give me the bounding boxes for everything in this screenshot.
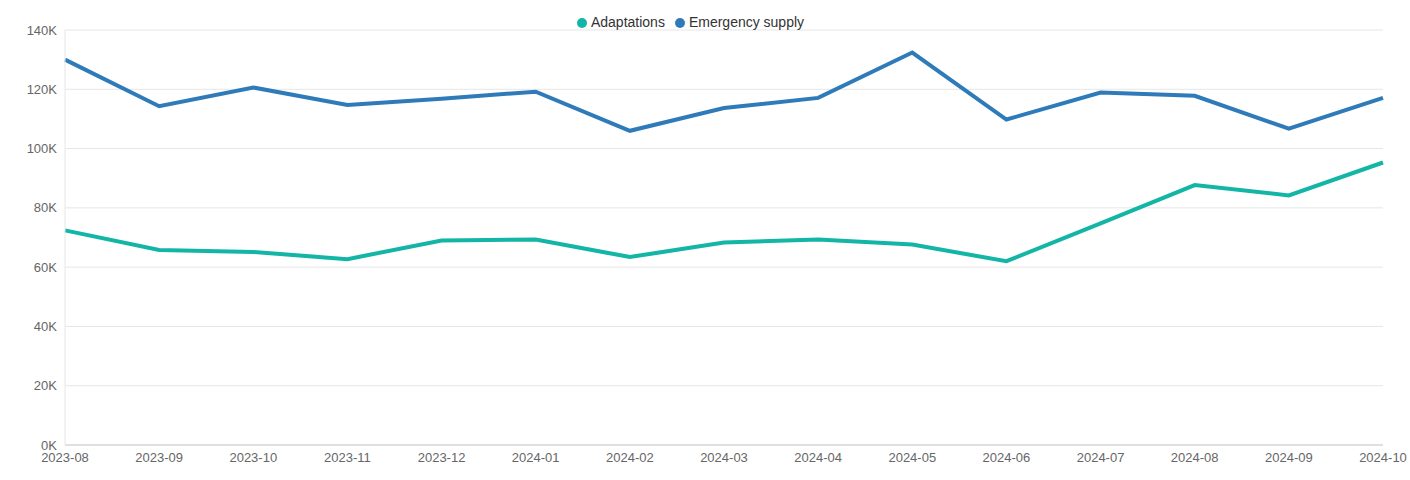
svg-text:2024-05: 2024-05 [888, 450, 936, 465]
svg-text:60K: 60K [34, 260, 57, 275]
html-text:Adaptations: Adaptations [590, 14, 665, 30]
svg-text:20K: 20K [34, 378, 57, 393]
svg-text:2024-02: 2024-02 [606, 450, 654, 465]
svg-text:80K: 80K [34, 200, 57, 215]
svg-text:0K: 0K [41, 438, 57, 453]
svg-text:2024-03: 2024-03 [700, 450, 748, 465]
svg-text:120K: 120K [27, 82, 58, 97]
svg-text:2024-07: 2024-07 [1077, 450, 1125, 465]
svg-text:100K: 100K [27, 141, 58, 156]
svg-text:2024-10: 2024-10 [1359, 450, 1402, 465]
svg-text:2024-08: 2024-08 [1171, 450, 1219, 465]
html-text:Emergency supply: Emergency supply [688, 14, 805, 30]
svg-text:2023-12: 2023-12 [418, 450, 466, 465]
svg-text:2024-09: 2024-09 [1265, 450, 1313, 465]
svg-text:2023-09: 2023-09 [135, 450, 183, 465]
svg-text:2023-10: 2023-10 [229, 450, 277, 465]
svg-text:2024-01: 2024-01 [512, 450, 560, 465]
svg-text:140K: 140K [27, 23, 58, 38]
svg-text:2023-11: 2023-11 [324, 450, 371, 465]
svg-text:2023-08: 2023-08 [41, 450, 89, 466]
svg-text:40K: 40K [34, 319, 57, 334]
svg-text:2024-04: 2024-04 [794, 450, 842, 465]
svg-text:2024-06: 2024-06 [983, 450, 1031, 465]
